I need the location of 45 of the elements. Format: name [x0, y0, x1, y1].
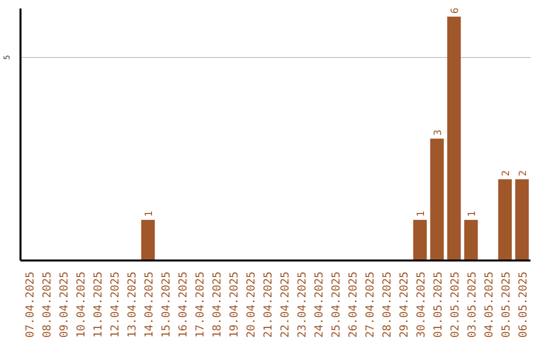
- x-tick-label: 11.04.2025: [92, 271, 104, 338]
- bar: [447, 16, 461, 260]
- x-tick-label: 08.04.2025: [40, 271, 54, 338]
- bar: [413, 220, 427, 260]
- bar: [498, 179, 512, 260]
- x-tick-label: 10.04.2025: [74, 271, 88, 338]
- x-tick-label: 13.04.2025: [126, 271, 138, 338]
- bar: [464, 220, 478, 260]
- x-tick-label: 27.04.2025: [364, 271, 376, 338]
- x-tick-label: 28.04.2025: [380, 271, 394, 338]
- x-tick-label: 16.04.2025: [176, 271, 190, 338]
- x-tick-label: 07.04.2025: [24, 271, 36, 338]
- x-tick-label: 15.04.2025: [160, 271, 172, 338]
- x-tick-label: 12.04.2025: [108, 271, 122, 338]
- data-label: 2: [501, 170, 512, 176]
- x-tick-label: 26.04.2025: [346, 271, 360, 338]
- data-label: 1: [144, 210, 155, 217]
- data-label: 6: [450, 8, 461, 14]
- x-tick-label: 29.04.2025: [398, 271, 410, 338]
- x-tick-label: 21.04.2025: [262, 271, 274, 338]
- x-tick-label: 09.04.2025: [58, 271, 70, 338]
- x-tick-label: 22.04.2025: [278, 271, 292, 338]
- x-tick-label: 17.04.2025: [194, 271, 206, 338]
- bar: [430, 138, 444, 260]
- x-tick-label: 18.04.2025: [210, 271, 224, 338]
- x-tick-label: 04.05.2025: [482, 271, 496, 338]
- data-label: 2: [518, 170, 529, 176]
- x-tick-label: 06.05.2025: [516, 271, 530, 338]
- data-label: 1: [416, 210, 427, 217]
- x-tick-label: 30.04.2025: [414, 271, 428, 338]
- x-tick-label: 20.04.2025: [244, 271, 258, 338]
- x-tick-label: 01.05.2025: [432, 271, 444, 338]
- x-tick-label: 19.04.2025: [228, 271, 240, 338]
- data-label: 1: [467, 210, 478, 217]
- bar: [141, 220, 155, 260]
- x-tick-label: 05.05.2025: [500, 271, 512, 338]
- x-tick-label: 02.05.2025: [448, 271, 462, 338]
- y-tick-label: 5: [2, 54, 12, 60]
- bar: [515, 179, 529, 260]
- x-tick-label: 23.04.2025: [296, 271, 308, 338]
- x-tick-label: 24.04.2025: [312, 271, 326, 338]
- x-tick-label: 03.05.2025: [466, 271, 478, 338]
- x-tick-label: 25.04.2025: [330, 271, 342, 338]
- x-tick-label: 14.04.2025: [142, 271, 156, 338]
- data-label: 3: [433, 130, 444, 136]
